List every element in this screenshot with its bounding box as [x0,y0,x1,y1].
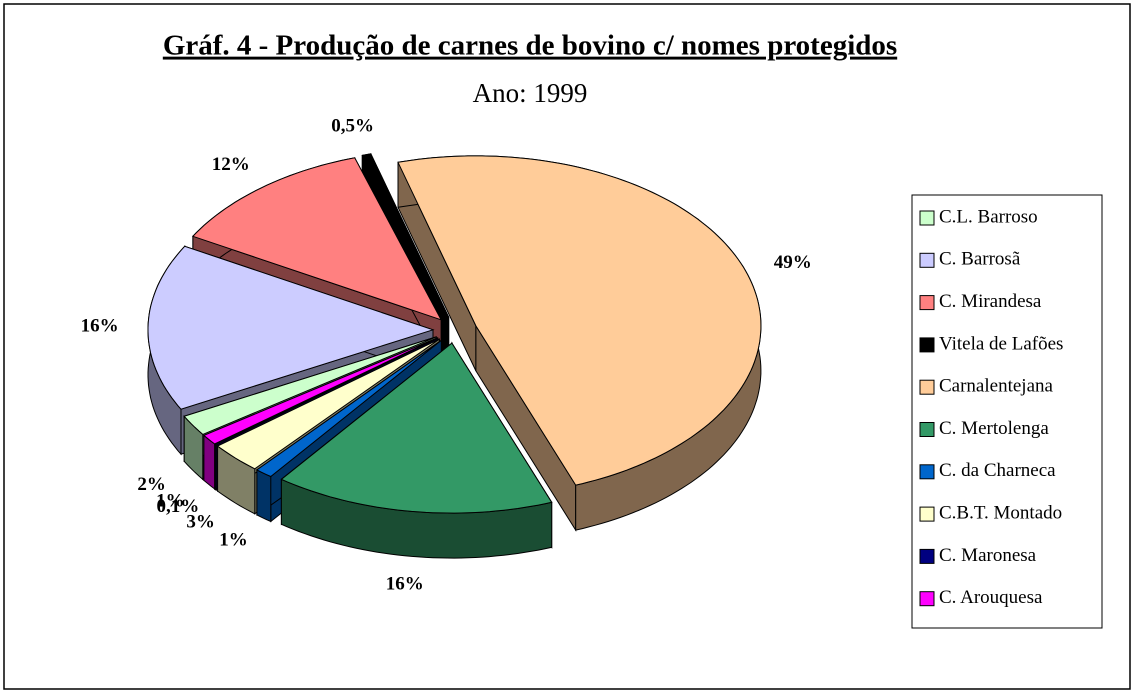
data-label: 3% [186,512,215,533]
slice [213,337,439,446]
legend-label: C. da Charneca [939,460,1056,481]
slice [202,337,438,445]
slice-wall [203,434,216,490]
legend-label: C. Mirandesa [939,291,1042,312]
data-label: 0,1% [156,496,199,517]
legend-label: C. Arouquesa [939,587,1043,608]
slice [147,245,435,410]
slice [397,155,762,486]
legend-swatch [919,337,935,353]
legend-swatch [919,506,935,522]
legend-label: C. Barrosã [939,249,1021,270]
data-label: 1% [156,490,185,511]
legend-swatch [919,210,935,226]
data-label: 12% [212,154,250,175]
legend-label: Vitela de Lafões [939,333,1063,354]
legend-label: C.B.T. Montado [939,502,1062,523]
slice [255,339,442,478]
slice [216,338,440,470]
slice-wall [214,443,217,492]
legend-label: Carnalentejana [939,376,1054,397]
data-label: 16% [386,573,424,594]
legend-swatch [919,422,935,437]
data-label: 49% [774,252,812,273]
legend-swatch [919,548,935,564]
slice [183,336,437,435]
legend-box [911,194,1103,629]
slice-wall [256,469,272,523]
data-label: 2% [137,474,166,495]
slice [191,157,443,321]
legend-swatch [919,379,935,395]
slice [361,153,450,318]
slice [280,342,553,514]
legend-swatch [919,295,935,311]
chart-subtitle: Ano: 1999 [473,78,588,108]
chart-title: Gráf. 4 - Produção de carnes de bovino c… [163,30,897,62]
legend-label: C. Maronesa [939,545,1037,566]
legend-swatch [919,252,935,268]
legend-label: C.L. Barroso [939,206,1038,227]
data-label: 0,5% [331,115,374,136]
legend-swatch [919,464,935,480]
legend-label: C. Mertolenga [939,418,1049,439]
data-label: 1% [219,529,248,550]
legend-swatch [919,591,935,607]
data-label: 16% [81,315,119,336]
